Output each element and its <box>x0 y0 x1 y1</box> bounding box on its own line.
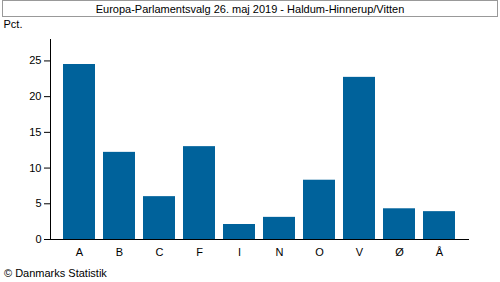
svg-text:C: C <box>156 246 164 258</box>
svg-text:F: F <box>196 246 203 258</box>
svg-text:N: N <box>276 246 284 258</box>
svg-text:V: V <box>356 246 364 258</box>
svg-text:B: B <box>116 246 123 258</box>
svg-text:0: 0 <box>35 233 41 245</box>
svg-text:Pct.: Pct. <box>4 18 23 30</box>
svg-text:25: 25 <box>29 54 41 66</box>
svg-text:Å: Å <box>436 246 444 258</box>
svg-text:5: 5 <box>35 197 41 209</box>
html-text:Europa-Parlamentsvalg 26. maj: Europa-Parlamentsvalg 26. maj 2019 - Hal… <box>95 3 405 15</box>
svg-text:A: A <box>76 246 84 258</box>
html-text:© Danmarks Statistik: © Danmarks Statistik <box>4 267 107 279</box>
svg-text:Ø: Ø <box>395 246 404 258</box>
svg-text:15: 15 <box>29 126 41 138</box>
svg-text:20: 20 <box>29 90 41 102</box>
svg-text:I: I <box>238 246 241 258</box>
svg-text:O: O <box>315 246 324 258</box>
svg-text:10: 10 <box>29 162 41 174</box>
